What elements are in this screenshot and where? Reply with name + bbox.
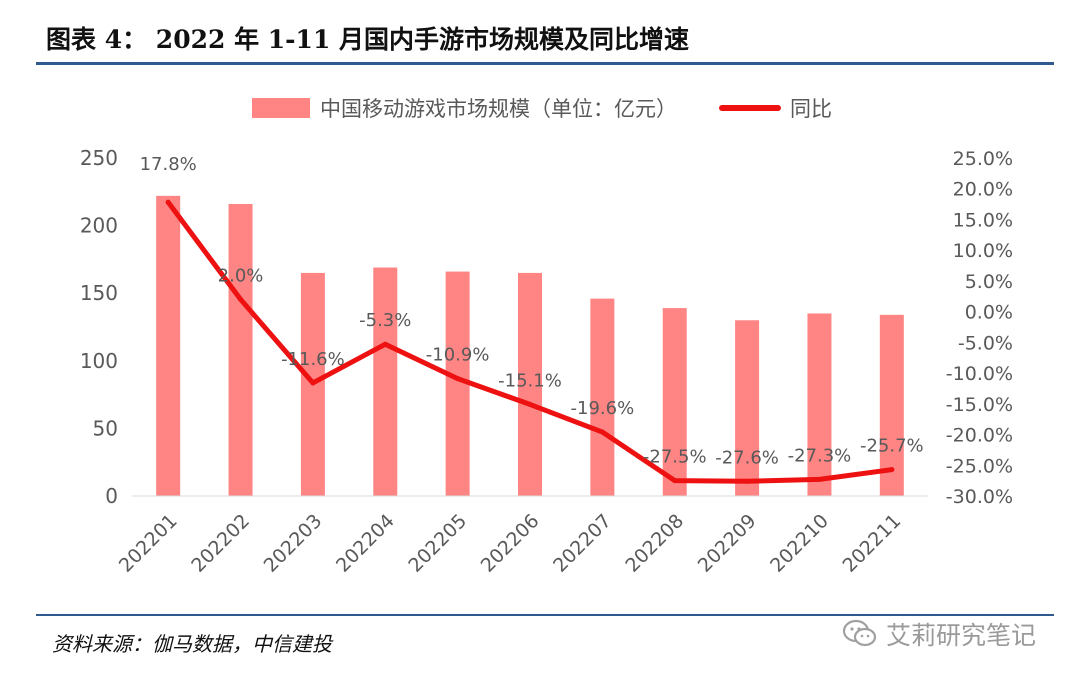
bar-202201: [156, 195, 181, 496]
bar-202209: [735, 320, 760, 496]
yoy-point-202204: [382, 341, 388, 347]
footer-rule: [36, 614, 1054, 616]
yoy-point-202207: [599, 429, 605, 435]
yoy-point-202203: [310, 380, 316, 386]
yoy-point-202205: [455, 376, 461, 382]
bar-202202: [228, 203, 253, 496]
x-tick-label: 202206: [477, 510, 544, 577]
left-tick-label: 250: [80, 146, 118, 170]
left-axis: 0 50 100 150 200 250: [80, 146, 118, 508]
bar-202204: [373, 267, 398, 496]
yoy-label-202202: 2.0%: [218, 265, 264, 286]
x-tick-label: 202201: [115, 510, 182, 577]
yoy-point-202208: [672, 478, 678, 484]
bar-202210: [807, 313, 832, 496]
x-tick-label: 202208: [621, 510, 688, 577]
bar-202208: [662, 308, 687, 496]
left-tick-label: 0: [105, 484, 118, 508]
yoy-label-202203: -11.6%: [281, 349, 345, 370]
yoy-label-202201: 17.8%: [140, 154, 197, 175]
bars-layer: [156, 195, 904, 496]
yoy-label-202207: -19.6%: [571, 398, 635, 419]
x-tick-label: 202205: [404, 510, 471, 577]
right-tick-label: 15.0%: [953, 209, 1013, 231]
wechat-icon: [842, 619, 877, 647]
right-axis: 25.0% 20.0% 15.0% 10.0% 5.0% 0.0% -5.0% -10.0% -…: [946, 148, 1013, 508]
right-tick-label: 20.0%: [953, 179, 1013, 201]
left-tick-label: 200: [80, 214, 118, 238]
right-tick-label: 0.0%: [965, 302, 1013, 324]
x-tick-label: 202211: [839, 510, 906, 577]
left-tick-label: 150: [80, 281, 118, 305]
line-layer: 17.8% 2.0% -11.6% -5.3% -10.9% -15.1% -19.6% -2…: [140, 154, 924, 484]
yoy-label-202204: -5.3%: [359, 310, 411, 331]
yoy-point-202202: [238, 296, 244, 302]
legend-label-line: 同比: [790, 97, 832, 121]
yoy-label-202209: -27.6%: [715, 447, 779, 468]
right-tick-label: -30.0%: [946, 486, 1013, 508]
right-tick-label: -10.0%: [946, 363, 1013, 385]
source-note: 资料来源：伽马数据，中信建投: [52, 632, 332, 656]
right-tick-label: -20.0%: [946, 425, 1013, 447]
right-tick-label: 5.0%: [965, 271, 1013, 293]
x-tick-label: 202204: [332, 510, 399, 577]
yoy-point-202201: [165, 199, 171, 205]
yoy-point-202206: [527, 401, 533, 407]
title-rule: [36, 62, 1054, 65]
right-tick-label: -5.0%: [958, 332, 1013, 354]
x-tick-label: 202210: [766, 510, 833, 577]
left-tick-label: 100: [80, 349, 118, 373]
yoy-label-202211: -25.7%: [860, 436, 924, 457]
yoy-point-202211: [889, 467, 895, 473]
chart-canvas: 中国移动游戏市场规模（单位：亿元） 同比 17.8% 2.0% -11.6% -5.3…: [80, 97, 1013, 577]
x-tick-label: 202207: [549, 510, 616, 577]
right-tick-label: 25.0%: [953, 148, 1013, 170]
left-tick-label: 50: [93, 416, 118, 440]
legend-label-bar: 中国移动游戏市场规模（单位：亿元）: [320, 97, 677, 121]
legend: 中国移动游戏市场规模（单位：亿元） 同比: [252, 97, 832, 121]
x-tick-label: 202209: [694, 510, 761, 577]
watermark-text: 艾莉研究笔记: [886, 621, 1037, 650]
yoy-label-202208: -27.5%: [643, 447, 707, 468]
yoy-label-202205: -10.9%: [426, 345, 490, 366]
yoy-label-202206: -15.1%: [498, 370, 562, 391]
watermark: 艾莉研究笔记: [842, 616, 1036, 652]
yoy-label-202210: -27.3%: [788, 445, 852, 466]
legend-swatch-bar: [252, 98, 310, 118]
bar-202207: [590, 298, 615, 496]
x-tick-label: 202203: [260, 510, 327, 577]
yoy-point-202209: [744, 478, 750, 484]
figure-title: 图表 4： 2022 年 1-11 月国内手游市场规模及同比增速: [46, 25, 690, 54]
right-tick-label: -15.0%: [946, 394, 1013, 416]
right-tick-label: 10.0%: [953, 240, 1013, 262]
bar-202206: [518, 272, 542, 496]
yoy-point-202210: [816, 476, 822, 482]
x-axis: 202201 202202 202203 202204 202205 202206 2022…: [115, 510, 905, 577]
bar-202211: [879, 314, 904, 496]
x-tick-label: 202202: [187, 510, 254, 577]
right-tick-label: -25.0%: [946, 455, 1013, 477]
